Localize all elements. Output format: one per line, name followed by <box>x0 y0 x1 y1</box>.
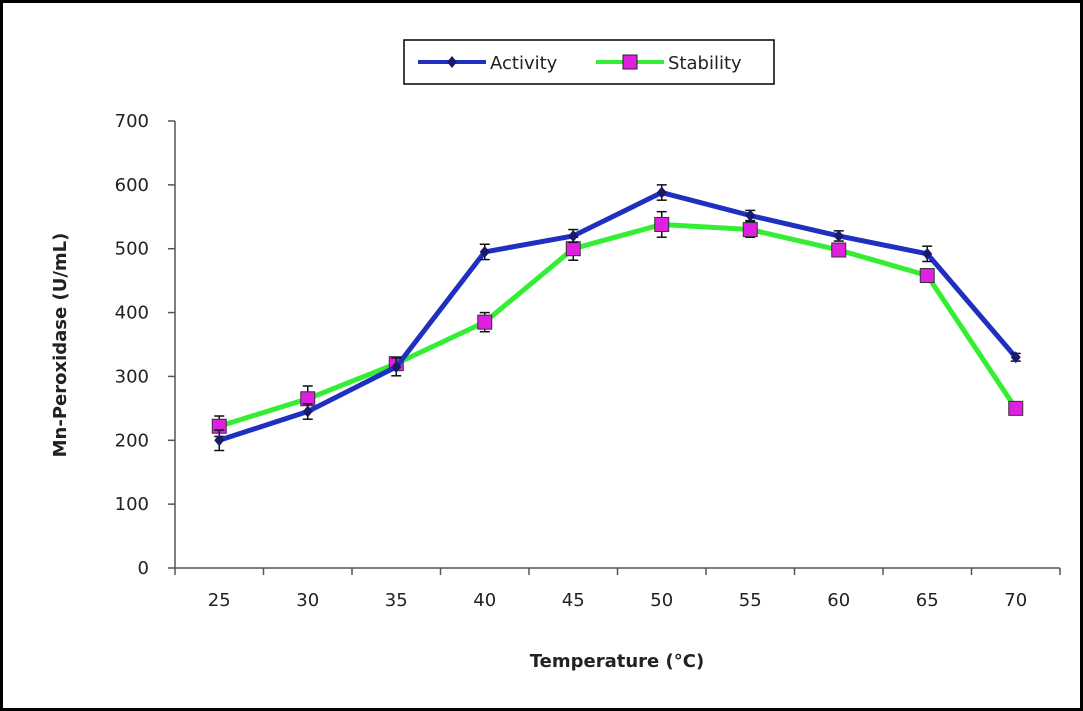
y-ticks: 0 100 200 300 400 500 600 700 <box>115 111 175 579</box>
x-tick-label: 55 <box>739 590 762 611</box>
x-tick-label: 40 <box>473 590 496 611</box>
x-tick-label: 50 <box>650 590 673 611</box>
x-tick-label: 70 <box>1004 590 1027 611</box>
legend-activity-marker <box>447 56 457 68</box>
x-tick-label: 25 <box>208 590 231 611</box>
x-tick-label: 65 <box>916 590 939 611</box>
y-axis: 0 100 200 300 400 500 600 700 <box>115 111 176 579</box>
x-tick-label: 60 <box>827 590 850 611</box>
data-point-activity <box>656 186 667 199</box>
data-point-stability <box>742 222 758 238</box>
data-point-stability <box>831 242 847 258</box>
data-point-stability <box>477 314 493 330</box>
y-tick-label: 300 <box>115 366 149 387</box>
data-point-activity <box>922 247 933 260</box>
x-tick-label: 30 <box>296 590 319 611</box>
data-point-activity <box>302 405 313 418</box>
data-point-activity <box>214 434 225 447</box>
data-point-stability <box>565 241 581 257</box>
x-ticks: 25 30 35 40 45 50 55 60 65 70 <box>174 568 1061 611</box>
x-tick-label: 35 <box>385 590 408 611</box>
y-tick-label: 600 <box>115 175 149 196</box>
legend-stability-label: Stability <box>668 53 742 74</box>
x-axis: 25 30 35 40 45 50 55 60 65 70 <box>174 567 1061 611</box>
y-tick-label: 500 <box>115 239 149 260</box>
legend-stability-marker <box>622 54 638 70</box>
data-point-activity <box>568 229 579 242</box>
data-point-activity <box>391 360 402 373</box>
y-tick-label: 700 <box>115 111 149 132</box>
series-line-activity <box>218 190 1018 443</box>
data-point-activity <box>833 229 844 242</box>
plot-area <box>211 184 1024 452</box>
x-tick-label: 45 <box>562 590 585 611</box>
y-tick-label: 400 <box>115 303 149 324</box>
y-tick-label: 200 <box>115 430 149 451</box>
series-activity <box>214 184 1021 452</box>
data-point-activity <box>479 245 490 258</box>
data-point-activity <box>1010 351 1021 364</box>
data-point-stability <box>919 268 935 284</box>
series-stability <box>211 210 1024 438</box>
y-axis-title: Mn-Peroxidase (U/mL) <box>50 233 71 458</box>
y-tick-label: 100 <box>115 494 149 515</box>
data-point-activity <box>745 209 756 222</box>
y-tick-label: 0 <box>138 558 149 579</box>
data-point-stability <box>654 216 670 232</box>
x-axis-title: Temperature (°C) <box>530 651 704 672</box>
data-point-stability <box>1008 400 1024 416</box>
series-line-stability <box>218 221 1018 429</box>
legend: Activity Stability <box>403 39 775 85</box>
legend-activity-label: Activity <box>490 53 558 74</box>
